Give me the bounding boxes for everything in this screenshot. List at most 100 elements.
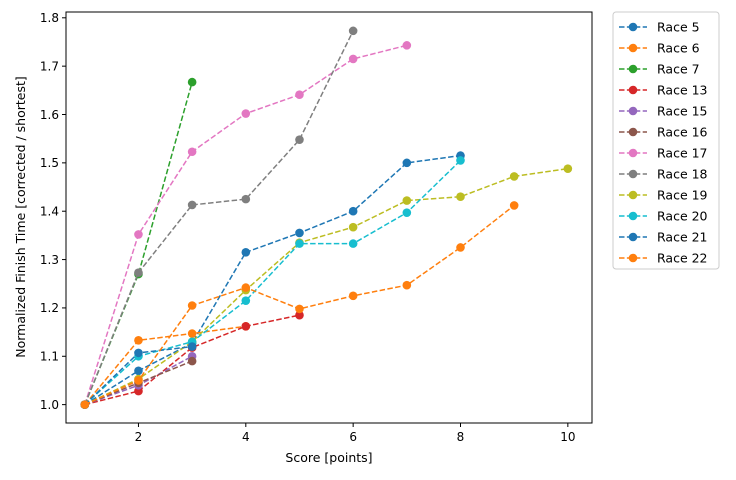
legend-marker	[628, 127, 638, 137]
y-tick-label: 1.3	[40, 253, 59, 267]
legend-marker	[628, 190, 638, 200]
series-line	[84, 81, 193, 405]
legend-marker	[628, 85, 638, 95]
data-point	[241, 321, 251, 331]
x-tick-label: 4	[242, 430, 250, 444]
legend-item: Race 21	[619, 230, 708, 245]
data-point	[456, 192, 465, 202]
data-point	[295, 310, 304, 320]
legend-marker	[628, 22, 638, 32]
legend-frame	[612, 11, 720, 270]
data-point	[187, 342, 197, 351]
legend-marker	[628, 148, 638, 158]
data-point	[295, 90, 304, 99]
y-tick-label: 1.8	[40, 11, 59, 25]
legend-item: Race 22	[619, 251, 708, 266]
data-point	[348, 26, 358, 36]
legend-item: Race 16	[619, 125, 708, 140]
series-8	[80, 26, 358, 409]
data-point	[80, 400, 90, 409]
data-point	[563, 164, 573, 173]
series-11	[80, 342, 197, 409]
data-point	[348, 291, 358, 301]
data-point	[295, 239, 304, 248]
legend-label: Race 6	[657, 41, 700, 56]
legend-marker	[628, 211, 638, 221]
data-point	[295, 304, 304, 314]
legend-item: Race 20	[619, 209, 708, 224]
legend-item: Race 17	[619, 146, 708, 161]
legend-label: Race 18	[657, 167, 708, 182]
legend-item: Race 19	[619, 188, 708, 203]
data-point	[402, 158, 412, 168]
data-point	[348, 206, 358, 216]
x-axis-label: Score [points]	[285, 450, 372, 465]
data-point	[134, 268, 143, 277]
y-tick-label: 1.4	[40, 205, 59, 219]
series-12	[80, 201, 519, 409]
data-point	[241, 296, 251, 305]
legend-item: Race 7	[619, 62, 700, 77]
x-axis: 2 4 6 8 10	[135, 423, 575, 444]
data-point	[134, 336, 143, 345]
legend-item: Race 18	[619, 167, 708, 182]
data-point	[187, 147, 197, 157]
x-tick-label: 2	[135, 430, 143, 444]
y-axis: 1.0 1.1 1.2 1.3 1.4 1.5 1.6 1.7 1.8	[40, 11, 66, 412]
y-axis-label: Normalized Finish Time [corrected / shor…	[13, 76, 28, 358]
y-tick-label: 1.0	[40, 398, 59, 412]
data-point	[241, 109, 251, 118]
data-point	[134, 230, 143, 239]
legend-label: Race 7	[657, 62, 700, 77]
legend-item: Race 13	[619, 83, 708, 98]
plot-area-frame	[65, 11, 593, 424]
data-point	[187, 356, 197, 366]
data-point	[402, 280, 412, 290]
series-line	[84, 325, 246, 406]
data-point	[348, 239, 358, 248]
legend-label: Race 17	[657, 146, 708, 161]
data-point	[348, 222, 358, 232]
legend-item: Race 15	[619, 104, 708, 119]
legend-label: Race 16	[657, 125, 708, 140]
data-point	[509, 201, 519, 210]
data-point	[241, 283, 251, 292]
x-tick-label: 6	[349, 430, 357, 444]
data-point	[134, 376, 143, 385]
data-point	[187, 329, 197, 338]
data-point	[241, 248, 251, 257]
legend-marker	[628, 64, 638, 74]
legend-marker	[628, 43, 638, 53]
data-point	[187, 301, 197, 310]
legend-label: Race 13	[657, 83, 708, 98]
legend-label: Race 22	[657, 251, 708, 266]
y-tick-label: 1.7	[40, 59, 59, 73]
y-tick-label: 1.6	[40, 108, 59, 122]
data-point	[402, 41, 412, 50]
data-point	[134, 348, 143, 358]
data-point	[134, 366, 143, 376]
legend-label: Race 19	[657, 188, 708, 203]
data-point	[456, 156, 465, 165]
legend-label: Race 21	[657, 230, 708, 245]
data-point	[187, 200, 197, 210]
legend-label: Race 5	[657, 20, 700, 35]
series-line	[84, 30, 354, 405]
series-7	[80, 41, 412, 409]
data-point	[295, 228, 304, 238]
series-9	[80, 164, 573, 409]
series-line	[84, 154, 461, 406]
series-line	[84, 167, 568, 406]
legend-label: Race 15	[657, 104, 708, 119]
series-line	[84, 314, 300, 406]
data-point	[187, 77, 197, 87]
legend-item: Race 6	[619, 41, 700, 56]
series-1	[80, 151, 465, 409]
data-point	[402, 208, 412, 217]
legend: Race 5 Race 6 Race 7 Race 13 Race 15 Race 16 R…	[612, 11, 720, 270]
data-point	[509, 172, 519, 181]
plot-marks	[80, 26, 573, 409]
x-tick-label: 10	[560, 430, 575, 444]
data-point	[456, 243, 465, 252]
